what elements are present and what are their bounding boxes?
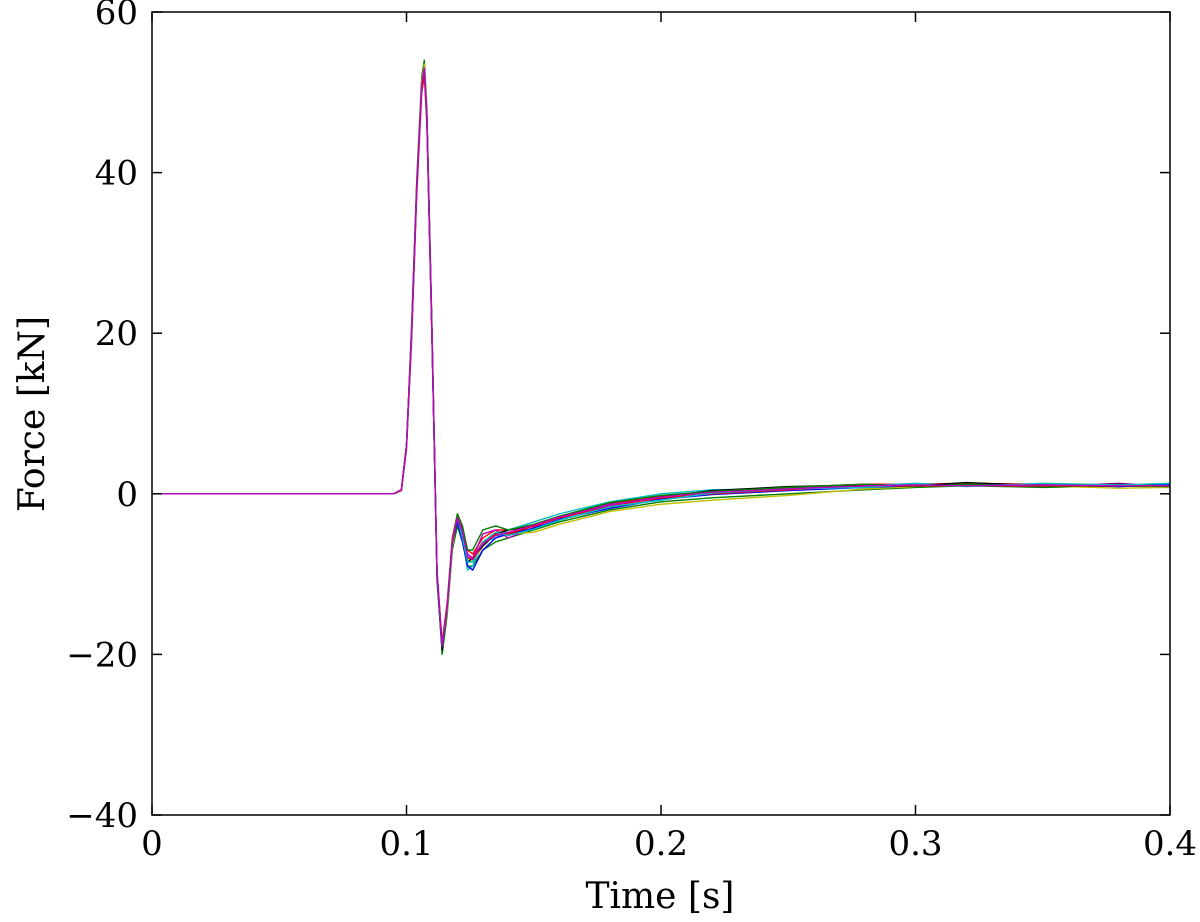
- y-tick-label: 40: [95, 154, 138, 194]
- series-line-1: [152, 67, 1170, 648]
- series-line-8: [152, 67, 1171, 648]
- y-tick-label: 20: [95, 314, 138, 354]
- y-tick-label: 0: [116, 475, 138, 515]
- series-line-4: [152, 67, 1171, 652]
- series-line-7: [152, 67, 1171, 652]
- y-tick-label: 60: [95, 0, 138, 33]
- y-axis-label: Force [kN]: [12, 316, 53, 512]
- series-line-5: [152, 67, 1171, 648]
- series-line-2: [152, 59, 1171, 656]
- series-line-12: [152, 67, 1170, 648]
- x-axis-label: Time [s]: [586, 876, 735, 917]
- x-tick-label: 0.1: [379, 824, 433, 864]
- series-line-9: [152, 67, 1171, 648]
- series-line-11: [152, 67, 1171, 648]
- y-tick-label: −40: [66, 796, 138, 836]
- x-tick-label: 0: [141, 824, 163, 864]
- series-line-3: [152, 75, 1171, 644]
- plot-frame: [151, 11, 1171, 816]
- y-tick-label: −20: [66, 635, 138, 675]
- series-line-10: [152, 67, 1170, 648]
- series-line-6: [152, 63, 1171, 648]
- x-tick-label: 0.4: [1143, 824, 1197, 864]
- x-tick-label: 0.3: [888, 824, 942, 864]
- ticks-layer: 0 0.1 0.2 0.3 0.4 −40 −20 0 20 40 60: [66, 0, 1197, 864]
- x-tick-label: 0.2: [634, 824, 688, 864]
- series-layer: [152, 59, 1171, 656]
